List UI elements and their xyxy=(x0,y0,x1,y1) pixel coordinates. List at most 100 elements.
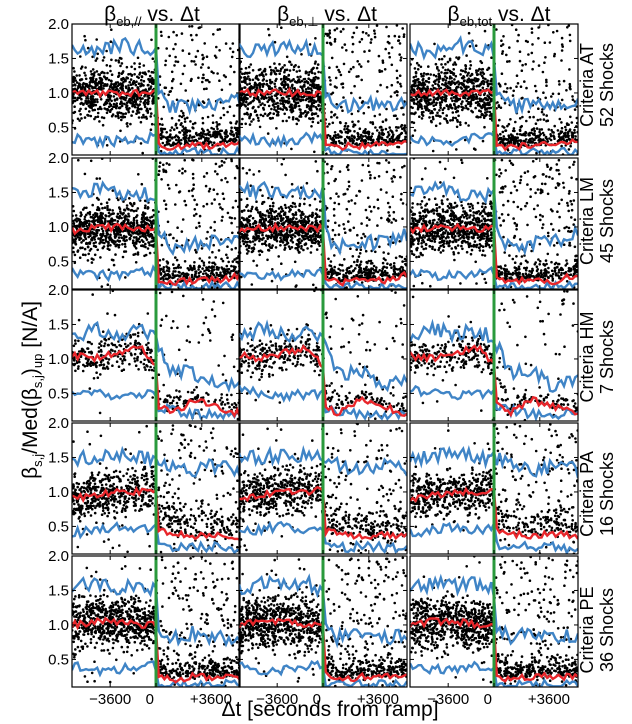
data-point xyxy=(386,131,390,134)
data-point xyxy=(210,266,214,270)
data-point xyxy=(545,84,548,87)
data-point xyxy=(464,88,468,91)
data-point xyxy=(385,107,388,111)
data-point xyxy=(86,259,90,262)
data-point xyxy=(514,136,517,139)
data-point xyxy=(488,114,492,117)
data-point xyxy=(413,79,416,83)
data-point xyxy=(152,222,155,225)
data-point xyxy=(180,138,183,142)
data-point xyxy=(480,80,484,84)
data-point xyxy=(547,128,551,131)
data-point xyxy=(561,45,564,48)
data-point xyxy=(439,106,442,110)
data-point xyxy=(103,241,106,245)
data-point xyxy=(218,202,221,206)
data-point xyxy=(565,140,569,143)
data-point xyxy=(504,82,507,86)
data-point xyxy=(115,232,119,235)
data-point xyxy=(575,116,578,120)
data-point xyxy=(485,103,489,106)
data-point xyxy=(483,101,486,104)
data-point xyxy=(275,113,279,117)
data-point xyxy=(437,69,441,72)
data-point xyxy=(100,116,104,119)
data-point xyxy=(139,120,143,124)
data-point xyxy=(194,270,197,274)
data-point xyxy=(102,116,106,120)
data-point xyxy=(483,103,486,107)
data-point xyxy=(160,117,163,121)
data-point xyxy=(448,77,452,80)
data-point xyxy=(349,139,352,143)
data-point xyxy=(308,108,312,111)
data-point xyxy=(506,60,509,63)
data-point xyxy=(285,238,289,241)
data-point xyxy=(441,108,445,111)
data-point xyxy=(257,237,261,240)
data-point xyxy=(300,95,303,99)
data-point xyxy=(140,82,143,85)
data-point xyxy=(137,237,141,241)
data-point xyxy=(102,84,106,87)
data-point xyxy=(506,138,510,141)
data-point xyxy=(272,103,276,106)
data-point xyxy=(380,126,383,129)
data-point xyxy=(367,132,371,136)
data-point xyxy=(193,121,197,125)
data-point xyxy=(150,112,153,115)
data-point xyxy=(246,83,249,86)
data-point xyxy=(170,126,174,129)
data-point xyxy=(75,74,78,77)
data-point xyxy=(556,129,560,132)
data-point xyxy=(159,30,163,34)
data-point xyxy=(121,213,124,216)
data-point xyxy=(370,38,373,41)
data-point xyxy=(453,99,457,103)
data-point xyxy=(375,24,379,27)
data-point xyxy=(150,122,154,126)
data-point xyxy=(465,54,468,57)
data-point xyxy=(500,39,503,42)
data-point xyxy=(446,68,450,71)
data-point xyxy=(212,131,215,134)
data-point xyxy=(558,83,561,86)
data-point xyxy=(144,253,148,257)
data-point xyxy=(94,103,98,107)
data-point xyxy=(275,97,279,100)
data-point xyxy=(416,84,420,87)
data-point xyxy=(410,98,414,102)
data-point xyxy=(207,269,211,273)
data-point xyxy=(330,110,333,114)
data-point xyxy=(115,215,119,218)
data-point xyxy=(481,71,485,74)
data-point xyxy=(311,117,314,120)
data-point xyxy=(480,106,484,110)
data-point xyxy=(132,225,135,228)
data-point xyxy=(93,71,96,74)
data-point xyxy=(394,126,398,129)
data-point xyxy=(152,82,155,85)
data-point xyxy=(107,268,111,272)
data-point xyxy=(395,117,399,121)
data-point xyxy=(243,112,246,116)
data-point xyxy=(484,108,487,111)
data-point xyxy=(516,39,519,43)
data-point xyxy=(269,211,273,215)
data-point xyxy=(229,121,233,125)
data-point xyxy=(165,269,169,272)
data-point xyxy=(490,112,493,116)
data-point xyxy=(269,72,273,76)
data-point xyxy=(114,244,118,248)
data-point xyxy=(483,125,486,129)
data-point xyxy=(175,126,179,130)
data-point xyxy=(224,135,227,138)
data-point xyxy=(469,102,473,106)
data-point xyxy=(484,111,487,114)
data-point xyxy=(503,101,507,105)
data-point xyxy=(395,24,399,27)
data-point xyxy=(136,109,139,113)
data-point xyxy=(311,112,314,115)
data-point xyxy=(94,115,97,119)
data-point xyxy=(430,120,433,124)
